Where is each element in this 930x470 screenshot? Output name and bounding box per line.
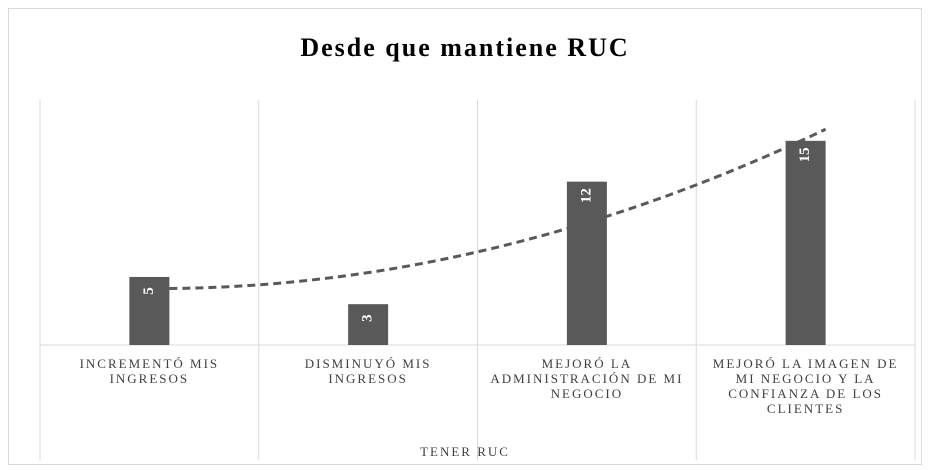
x-axis-label: TENER RUC	[420, 444, 510, 459]
bar	[785, 140, 826, 345]
data-label: 15	[797, 147, 813, 162]
chart-title: Desde que mantiene RUC	[300, 33, 629, 62]
bar	[348, 304, 389, 345]
bar	[129, 276, 170, 345]
x-tick-label: MEJORÓ LA ADMINISTRACIÓN DE MI NEGOCIO	[490, 356, 684, 401]
x-tick-label: MEJORÓ LA IMAGEN DE MI NEGOCIO Y LA CONF…	[712, 356, 899, 416]
x-tick-label: INCREMENTÓ MIS INGRESOS	[79, 356, 220, 386]
data-label: 12	[578, 188, 594, 203]
data-label: 5	[141, 287, 157, 295]
trendline	[169, 127, 827, 291]
chart-border	[8, 8, 922, 465]
data-label: 3	[360, 314, 376, 322]
bar	[566, 181, 607, 345]
x-tick-label: DISMINUYÓ MIS INGRESOS	[304, 356, 432, 386]
